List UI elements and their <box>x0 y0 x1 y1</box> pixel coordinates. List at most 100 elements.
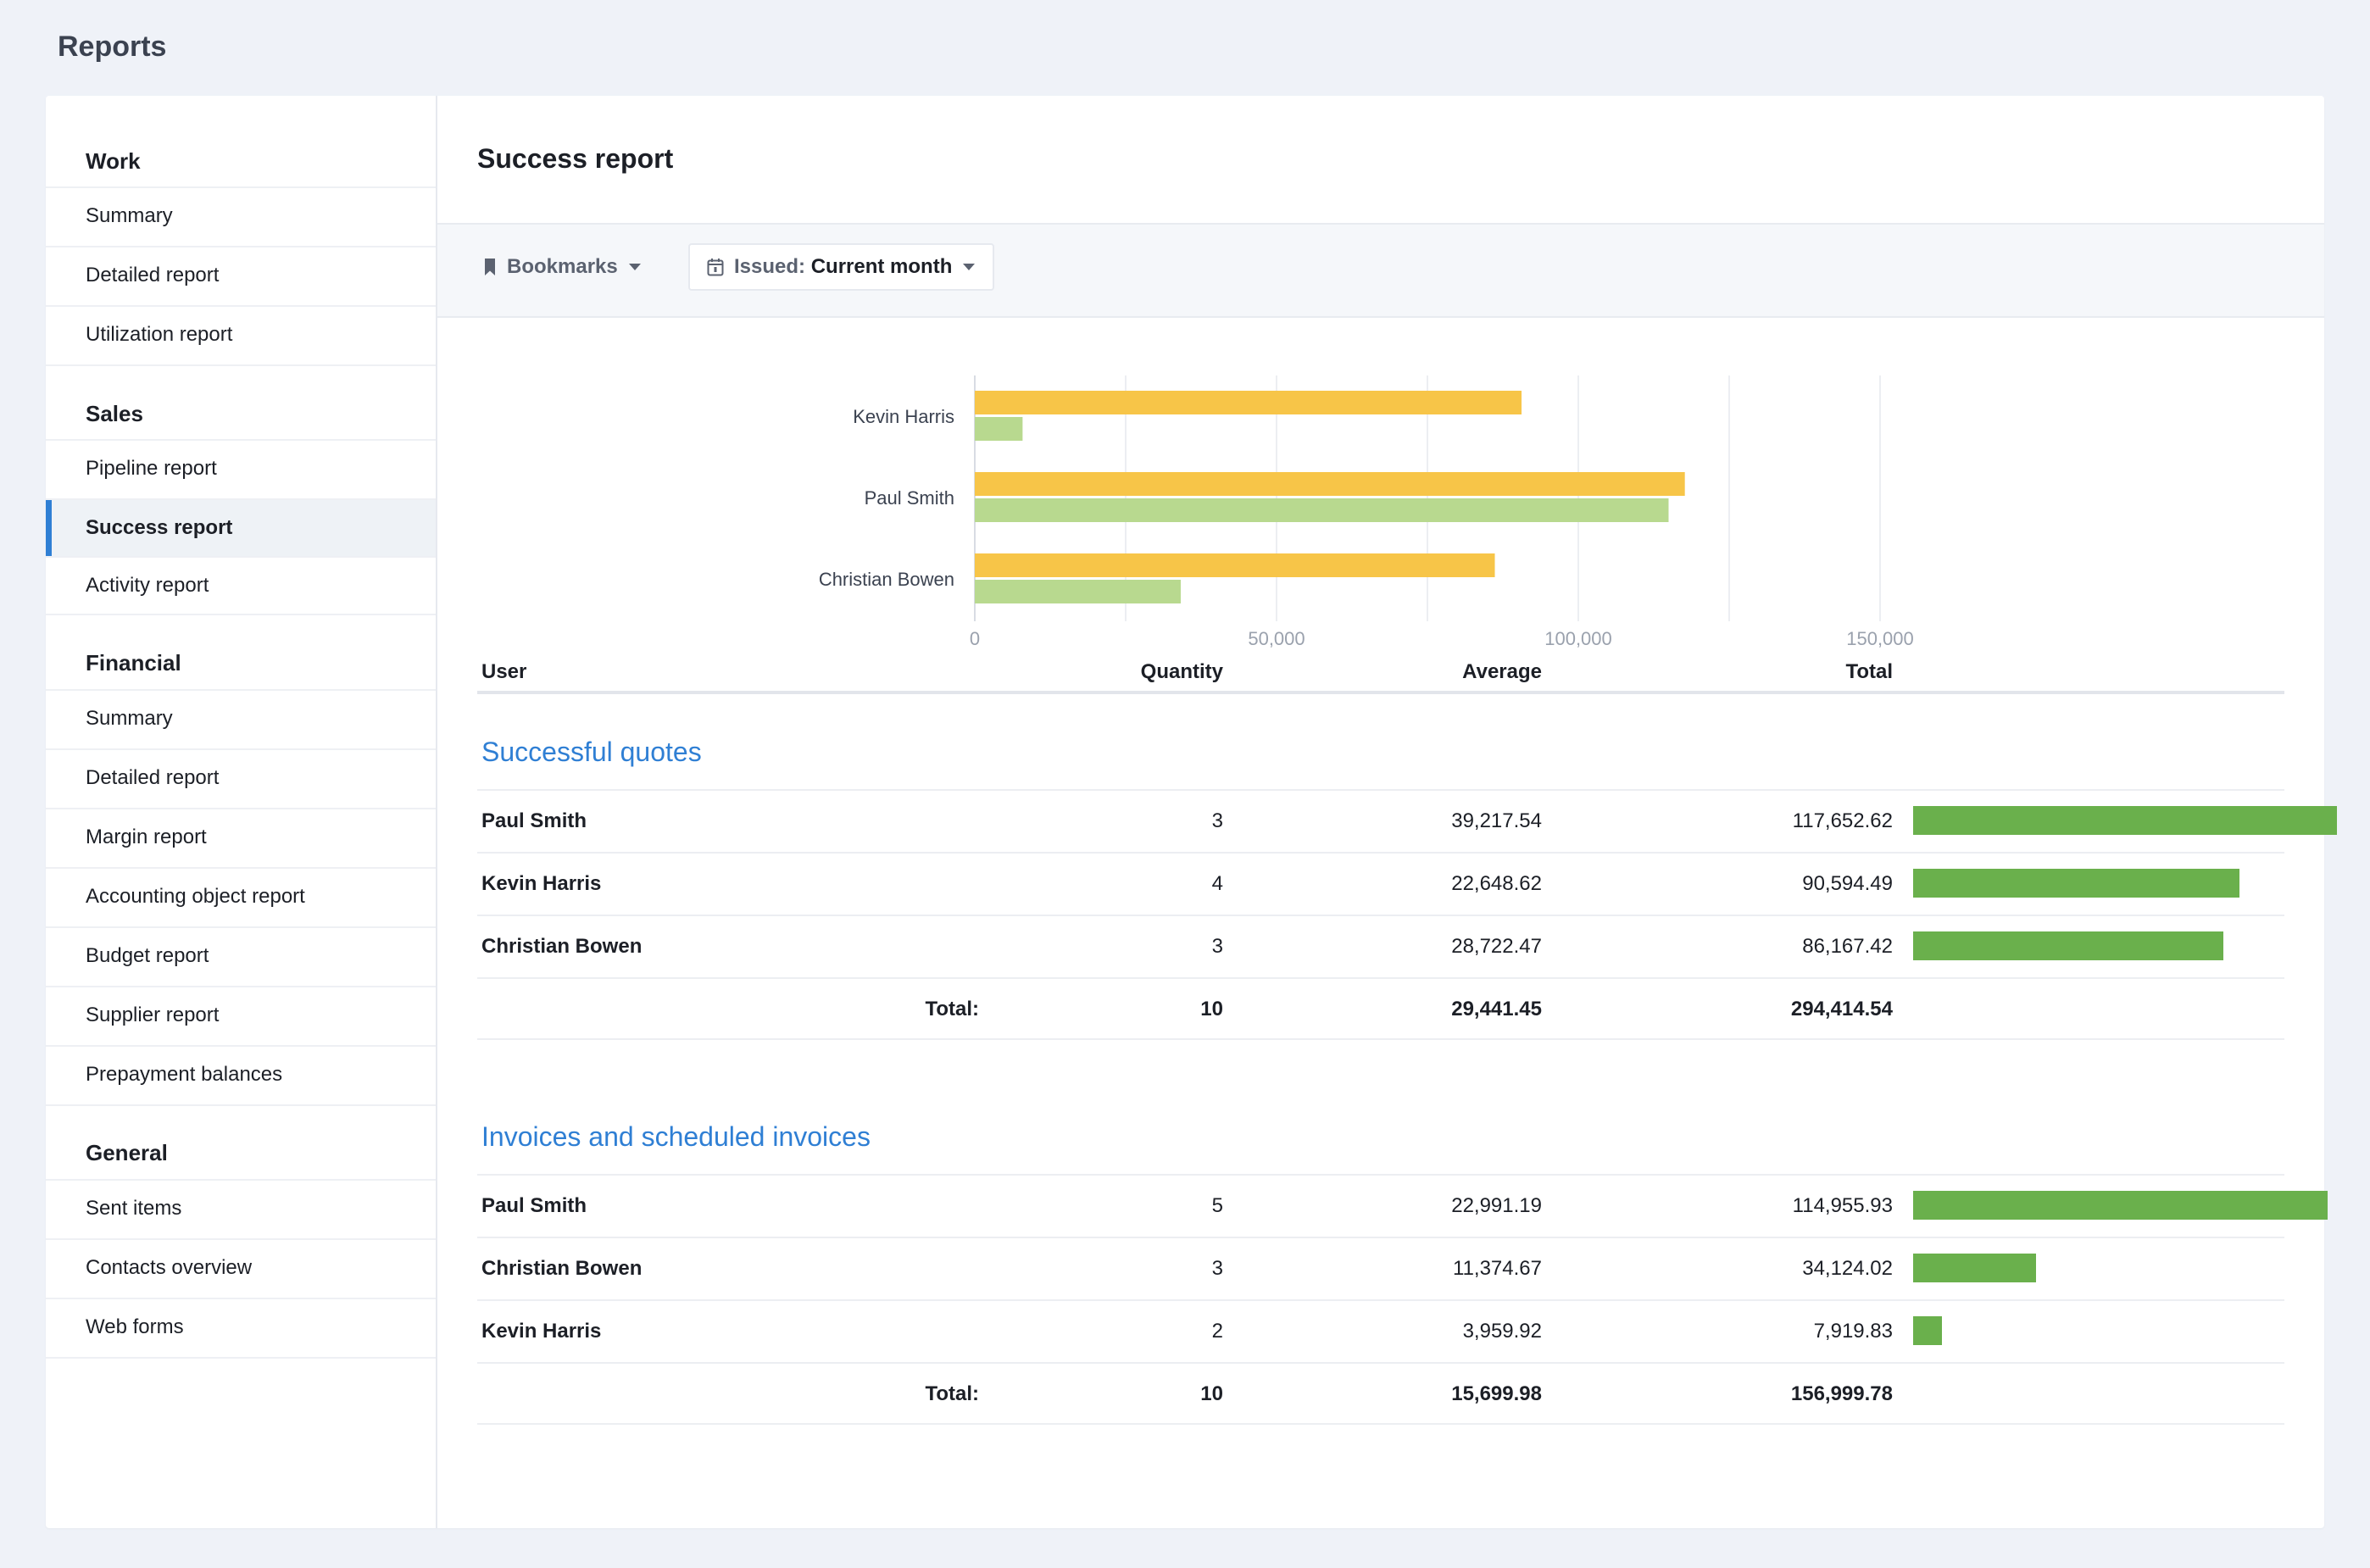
total-bar <box>1913 1191 2328 1220</box>
bookmarks-label: Bookmarks <box>507 255 618 278</box>
x-tick-label: 150,000 <box>1846 628 1914 649</box>
totals-average: 29,441.45 <box>1451 998 1542 1020</box>
sidebar: Work Summary Detailed report Utilization… <box>46 96 437 1528</box>
cell-average: 22,648.62 <box>1451 872 1542 895</box>
success-bar-chart: 0 50,000 100,000 150,000 Kevin Harris Paul Sm… <box>819 375 1914 649</box>
table-row: Christian Bowen 3 28,722.47 86,167.42 <box>477 915 2284 977</box>
issued-value: Current month <box>810 255 953 278</box>
caret-down-icon <box>628 264 641 270</box>
total-bar <box>1913 869 2239 898</box>
issued-label: Issued: <box>734 255 806 278</box>
cell-quantity: 3 <box>1211 1257 1223 1280</box>
chart-bar <box>975 498 1669 522</box>
caret-down-icon <box>963 264 976 270</box>
totals-average: 15,699.98 <box>1451 1382 1542 1405</box>
filter-bar: Bookmarks Issued: Current month <box>437 223 2324 318</box>
nav-heading-general: General <box>86 1140 168 1165</box>
nav-item-utilization-report[interactable]: Utilization report <box>46 305 436 363</box>
report-title: Success report <box>477 143 674 174</box>
nav-item-work-detailed-report[interactable]: Detailed report <box>46 246 436 303</box>
cell-average: 11,374.67 <box>1453 1257 1542 1280</box>
table-row: Christian Bowen 3 11,374.67 34,124.02 <box>477 1237 2284 1299</box>
totals-quantity: 10 <box>1200 998 1223 1020</box>
nav-item-budget-report[interactable]: Budget report <box>46 926 436 984</box>
main-content: Success report Bookmarks I <box>437 96 2337 1528</box>
nav-item-work-summary[interactable]: Summary <box>46 186 436 244</box>
total-bar <box>1913 1254 2036 1282</box>
totals-total: 156,999.78 <box>1790 1382 1893 1405</box>
chart-bar <box>975 417 1023 441</box>
y-category-label: Christian Bowen <box>819 569 954 590</box>
nav-item-prepayment-balances[interactable]: Prepayment balances <box>46 1045 436 1103</box>
issued-date-filter[interactable]: Issued: Current month <box>688 243 995 291</box>
nav-item-accounting-object-report[interactable]: Accounting object report <box>46 867 436 925</box>
nav-heading-work: Work <box>86 148 141 174</box>
totals-label: Total: <box>925 998 979 1020</box>
chart-bar <box>975 391 1522 414</box>
cell-average: 28,722.47 <box>1451 935 1542 958</box>
cell-average: 39,217.54 <box>1451 809 1542 832</box>
cell-user: Christian Bowen <box>481 1257 643 1280</box>
cell-total: 117,652.62 <box>1792 809 1893 832</box>
cell-average: 22,991.19 <box>1451 1194 1542 1217</box>
column-header-user[interactable]: User <box>481 660 527 683</box>
cell-total: 114,955.93 <box>1792 1194 1893 1217</box>
nav-item-financial-detailed-report[interactable]: Detailed report <box>46 748 436 806</box>
cell-quantity: 5 <box>1211 1194 1223 1217</box>
column-header-total[interactable]: Total <box>1845 660 1893 683</box>
nav-item-financial-summary[interactable]: Summary <box>46 689 436 747</box>
cell-quantity: 2 <box>1211 1320 1223 1343</box>
cell-user: Paul Smith <box>481 1194 587 1217</box>
nav-heading-financial: Financial <box>86 650 181 676</box>
cell-quantity: 3 <box>1211 935 1223 958</box>
nav-item-pipeline-report[interactable]: Pipeline report <box>46 439 436 497</box>
nav-item-web-forms[interactable]: Web forms <box>46 1298 436 1355</box>
total-bar <box>1913 806 2337 835</box>
nav-item-supplier-report[interactable]: Supplier report <box>46 986 436 1043</box>
table-row: Paul Smith 5 22,991.19 114,955.93 <box>477 1174 2328 1237</box>
cell-total: 90,594.49 <box>1802 872 1893 895</box>
cell-user: Christian Bowen <box>481 935 643 958</box>
x-tick-label: 0 <box>970 628 980 649</box>
total-bar <box>1913 1316 1942 1345</box>
chart-bar <box>975 472 1685 496</box>
nav-item-contacts-overview[interactable]: Contacts overview <box>46 1238 436 1296</box>
table-row: Kevin Harris 2 3,959.92 7,919.83 <box>477 1299 2284 1362</box>
cell-user: Kevin Harris <box>481 1320 602 1343</box>
nav-heading-sales: Sales <box>86 401 143 426</box>
table-row: Paul Smith 3 39,217.54 117,652.62 <box>477 789 2337 852</box>
chart-bar <box>975 580 1181 603</box>
table-row: Kevin Harris 4 22,648.62 90,594.49 <box>477 852 2284 915</box>
section-title-successful-quotes: Successful quotes <box>481 737 702 767</box>
nav-item-margin-report[interactable]: Margin report <box>46 808 436 865</box>
cell-average: 3,959.92 <box>1462 1320 1542 1343</box>
bookmarks-dropdown[interactable]: Bookmarks <box>471 243 654 291</box>
x-tick-label: 100,000 <box>1544 628 1612 649</box>
column-header-average[interactable]: Average <box>1462 660 1542 683</box>
totals-total: 294,414.54 <box>1790 998 1893 1020</box>
total-bar <box>1913 931 2223 960</box>
cell-total: 34,124.02 <box>1802 1257 1893 1280</box>
cell-quantity: 4 <box>1211 872 1223 895</box>
nav-item-sent-items[interactable]: Sent items <box>46 1179 436 1237</box>
y-category-label: Paul Smith <box>865 487 954 509</box>
totals-row: Total: 10 29,441.45 294,414.54 <box>477 977 2284 1040</box>
cell-quantity: 3 <box>1211 809 1223 832</box>
calendar-icon <box>707 259 724 276</box>
cell-user: Paul Smith <box>481 809 587 832</box>
bookmark-icon <box>485 259 495 275</box>
totals-label: Total: <box>925 1382 979 1405</box>
table-header: User Quantity Average Total <box>477 653 2284 694</box>
column-header-quantity[interactable]: Quantity <box>1140 660 1223 683</box>
success-table: User Quantity Average Total Successful q… <box>477 96 2337 1528</box>
x-tick-label: 50,000 <box>1248 628 1305 649</box>
nav-item-success-report[interactable]: Success report <box>46 498 436 556</box>
cell-user: Kevin Harris <box>481 872 602 895</box>
cell-total: 7,919.83 <box>1813 1320 1893 1343</box>
chart-bar <box>975 553 1495 577</box>
report-card: Work Summary Detailed report Utilization… <box>46 96 2337 1528</box>
nav-item-activity-report[interactable]: Activity report <box>46 556 436 614</box>
y-category-label: Kevin Harris <box>853 406 954 427</box>
totals-quantity: 10 <box>1200 1382 1223 1405</box>
page-title: Reports <box>58 31 167 63</box>
